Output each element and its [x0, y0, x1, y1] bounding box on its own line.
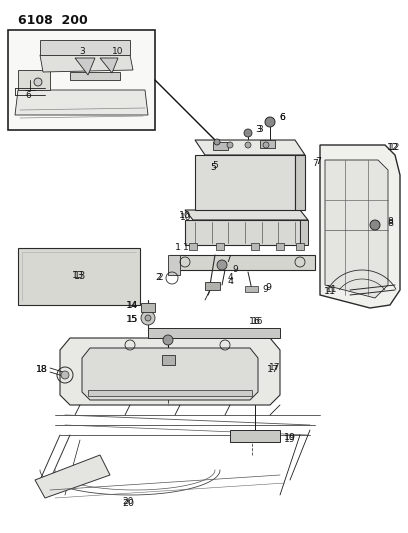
Text: 10: 10	[179, 211, 191, 220]
Polygon shape	[40, 55, 133, 72]
Polygon shape	[170, 255, 315, 270]
Circle shape	[370, 220, 380, 230]
Polygon shape	[320, 145, 400, 308]
Text: 10: 10	[180, 214, 192, 222]
Polygon shape	[40, 40, 130, 55]
Text: 5: 5	[212, 160, 218, 169]
Text: 1: 1	[175, 244, 181, 253]
Text: 19: 19	[284, 435, 296, 445]
Circle shape	[61, 371, 69, 379]
Polygon shape	[300, 220, 308, 245]
Text: 3: 3	[255, 125, 261, 134]
Polygon shape	[75, 58, 95, 75]
Polygon shape	[216, 243, 224, 250]
Polygon shape	[251, 243, 259, 250]
Text: 15: 15	[126, 316, 138, 325]
Text: 9: 9	[265, 284, 271, 293]
Polygon shape	[15, 90, 148, 115]
Text: 2: 2	[157, 273, 163, 282]
Polygon shape	[195, 155, 295, 210]
Circle shape	[141, 311, 155, 325]
Text: 6: 6	[279, 114, 285, 123]
Text: 8: 8	[387, 220, 393, 229]
Text: 14: 14	[127, 301, 139, 310]
Circle shape	[263, 142, 269, 148]
Polygon shape	[8, 30, 155, 130]
Circle shape	[163, 335, 173, 345]
Polygon shape	[88, 390, 252, 396]
Polygon shape	[325, 160, 388, 298]
Polygon shape	[82, 348, 258, 400]
Text: 6: 6	[279, 114, 285, 123]
Text: 20: 20	[122, 498, 134, 507]
Text: 5: 5	[210, 164, 216, 173]
Text: 11: 11	[326, 286, 338, 295]
Circle shape	[227, 142, 233, 148]
Text: 11: 11	[324, 287, 336, 296]
Text: 12: 12	[387, 143, 399, 152]
Text: 4: 4	[227, 278, 233, 287]
Text: 9: 9	[262, 286, 268, 295]
Polygon shape	[162, 355, 175, 365]
Text: 6108  200: 6108 200	[18, 14, 88, 27]
Text: 1: 1	[183, 244, 189, 253]
Text: 10: 10	[112, 47, 124, 56]
Text: 17: 17	[269, 364, 281, 373]
Polygon shape	[205, 282, 220, 290]
Polygon shape	[148, 328, 280, 338]
Polygon shape	[70, 72, 120, 80]
Polygon shape	[185, 220, 300, 245]
Polygon shape	[295, 155, 305, 210]
Polygon shape	[18, 70, 50, 90]
Text: 13: 13	[72, 271, 84, 280]
Polygon shape	[296, 243, 304, 250]
Polygon shape	[141, 303, 155, 312]
Polygon shape	[276, 243, 284, 250]
Text: 14: 14	[126, 301, 138, 310]
Circle shape	[217, 260, 227, 270]
Text: 7: 7	[312, 158, 318, 167]
Polygon shape	[213, 142, 228, 150]
Polygon shape	[230, 430, 280, 442]
Text: 7: 7	[225, 255, 231, 264]
Polygon shape	[168, 255, 180, 275]
Polygon shape	[60, 338, 280, 405]
Text: 15: 15	[127, 316, 139, 325]
Polygon shape	[189, 243, 197, 250]
Text: 17: 17	[267, 366, 279, 375]
Text: 18: 18	[36, 366, 48, 375]
Polygon shape	[100, 58, 118, 73]
Polygon shape	[245, 286, 258, 292]
Text: 12: 12	[389, 143, 401, 152]
Text: 7: 7	[315, 157, 321, 166]
Polygon shape	[18, 248, 140, 305]
Circle shape	[145, 315, 151, 321]
Text: 13: 13	[74, 271, 86, 281]
Text: 16: 16	[252, 318, 264, 327]
Text: 6: 6	[25, 92, 31, 101]
Text: 18: 18	[36, 366, 48, 375]
Polygon shape	[195, 140, 305, 155]
Text: 20: 20	[122, 497, 134, 506]
Text: 8: 8	[387, 217, 393, 227]
Polygon shape	[185, 210, 308, 220]
Text: 3: 3	[79, 47, 85, 56]
Text: 2: 2	[155, 273, 161, 282]
Text: 4: 4	[227, 273, 233, 282]
Polygon shape	[260, 140, 275, 148]
Polygon shape	[35, 455, 110, 498]
Circle shape	[265, 117, 275, 127]
Text: 9: 9	[232, 265, 238, 274]
Text: 3: 3	[257, 125, 263, 134]
Circle shape	[214, 139, 220, 145]
Circle shape	[245, 142, 251, 148]
Text: 16: 16	[249, 318, 261, 327]
Circle shape	[244, 129, 252, 137]
Text: 19: 19	[284, 433, 296, 442]
Circle shape	[34, 78, 42, 86]
